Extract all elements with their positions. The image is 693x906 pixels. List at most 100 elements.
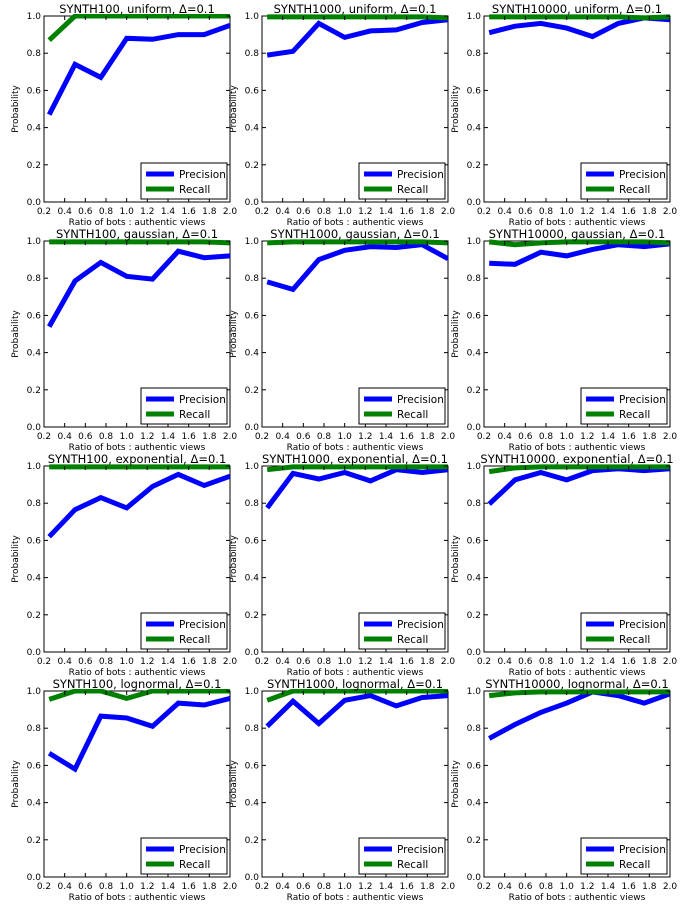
y-tick-label: 0.4 [245, 124, 260, 134]
y-tick-label: 1.0 [467, 237, 482, 247]
x-tick-label: 1.8 [202, 432, 217, 442]
legend: Precision Recall [358, 837, 446, 875]
x-tick-label: 1.4 [379, 657, 394, 667]
x-tick-label: 2.0 [663, 657, 678, 667]
y-tick-label: 0.2 [245, 161, 259, 171]
y-tick-label: 0.8 [467, 274, 482, 284]
y-tick-label: 1.0 [245, 462, 260, 472]
y-tick-label: 0.8 [467, 724, 482, 734]
legend: Precision Recall [580, 387, 668, 425]
series-line-recall [48, 689, 230, 702]
x-tick-label: 1.6 [622, 207, 637, 217]
legend-label: Precision [179, 619, 226, 631]
legend-label: Precision [397, 169, 444, 181]
x-tick-label: 1.0 [560, 207, 575, 217]
y-tick-label: 0.8 [245, 499, 260, 509]
x-tick-label: 0.6 [296, 432, 311, 442]
x-tick-label: 0.4 [58, 657, 73, 667]
chart-title: SYNTH100, lognormal, Δ=0.1 [53, 677, 222, 691]
chart-title: SYNTH10000, gaussian, Δ=0.1 [489, 227, 666, 241]
chart-title: SYNTH10000, exponential, Δ=0.1 [480, 452, 673, 466]
x-tick-label: 0.8 [317, 882, 332, 892]
legend-label: Precision [619, 844, 666, 856]
y-tick-label: 0.6 [467, 311, 482, 321]
x-tick-label: 0.2 [255, 882, 269, 892]
y-tick-label: 0.8 [27, 274, 42, 284]
legend-label: Recall [619, 859, 650, 871]
x-tick-label: 1.8 [642, 207, 657, 217]
series-line-recall [266, 689, 448, 703]
y-tick-label: 0.4 [245, 349, 260, 359]
series-line-recall [488, 464, 670, 475]
x-tick-label: 1.4 [601, 882, 616, 892]
x-tick-label: 1.0 [338, 432, 353, 442]
legend-label: Precision [397, 844, 444, 856]
x-tick-label: 1.6 [622, 657, 637, 667]
y-tick-label: 0.6 [467, 536, 482, 546]
y-tick-label: 0.6 [245, 311, 260, 321]
x-tick-label: 2.0 [441, 882, 456, 892]
y-tick-label: 0.0 [27, 423, 42, 433]
x-tick-label: 0.8 [317, 657, 332, 667]
legend-label: Precision [397, 394, 444, 406]
x-axis-label: Ratio of bots : authentic views [69, 893, 206, 903]
x-tick-label: 0.2 [37, 657, 51, 667]
x-tick-label: 1.2 [580, 432, 594, 442]
subplot: 0.2 0.4 0.6 0.8 1.0 1.2 1.4 1.6 1.8 2.00.00.20.40… [229, 2, 455, 228]
y-tick-label: 0.2 [467, 611, 481, 621]
x-tick-label: 1.6 [400, 882, 415, 892]
x-tick-label: 0.8 [539, 657, 554, 667]
y-tick-label: 0.2 [467, 161, 481, 171]
legend-label: Recall [179, 859, 210, 871]
x-axis-label: Ratio of bots : authentic views [69, 443, 206, 453]
x-tick-label: 0.4 [276, 432, 291, 442]
x-tick-label: 1.2 [358, 882, 372, 892]
y-axis-label: Probability [451, 85, 461, 133]
x-tick-label: 0.2 [37, 432, 51, 442]
y-axis-label: Probability [451, 535, 461, 583]
y-axis-label: Probability [229, 535, 239, 583]
legend: Precision Recall [140, 837, 228, 875]
x-tick-label: 2.0 [223, 207, 238, 217]
legend-label: Precision [179, 844, 226, 856]
x-axis-label: Ratio of bots : authentic views [287, 218, 424, 228]
y-tick-label: 0.0 [27, 198, 42, 208]
x-tick-label: 1.2 [140, 207, 154, 217]
x-tick-label: 0.4 [276, 882, 291, 892]
y-tick-label: 0.4 [467, 349, 482, 359]
x-tick-label: 1.2 [580, 657, 594, 667]
x-tick-label: 0.8 [317, 432, 332, 442]
x-tick-label: 0.6 [296, 207, 311, 217]
y-tick-label: 0.4 [27, 349, 42, 359]
x-tick-label: 1.4 [601, 432, 616, 442]
y-tick-label: 0.8 [467, 49, 482, 59]
x-tick-label: 1.8 [642, 657, 657, 667]
y-tick-label: 0.6 [467, 86, 482, 96]
series-line-recall [488, 689, 670, 699]
y-tick-label: 0.4 [467, 574, 482, 584]
legend-label: Recall [619, 409, 650, 421]
x-axis-label: Ratio of bots : authentic views [69, 218, 206, 228]
x-tick-label: 1.8 [642, 882, 657, 892]
subplot: 0.2 0.4 0.6 0.8 1.0 1.2 1.4 1.6 1.8 2.00.00.20.40… [229, 227, 455, 453]
x-tick-label: 1.6 [182, 882, 197, 892]
y-tick-label: 0.0 [245, 198, 260, 208]
x-tick-label: 1.6 [182, 432, 197, 442]
x-tick-label: 1.8 [202, 882, 217, 892]
legend-label: Precision [619, 169, 666, 181]
legend: Precision Recall [358, 612, 446, 650]
y-tick-label: 1.0 [467, 12, 482, 22]
y-tick-label: 0.8 [27, 49, 42, 59]
series-line-recall [488, 239, 670, 248]
legend-label: Precision [397, 619, 444, 631]
x-tick-label: 1.8 [420, 432, 435, 442]
y-tick-label: 0.2 [27, 836, 41, 846]
subplot: 0.2 0.4 0.6 0.8 1.0 1.2 1.4 1.6 1.8 2.00.00.20.40… [451, 2, 677, 228]
x-tick-label: 1.6 [622, 882, 637, 892]
x-tick-label: 1.2 [140, 882, 154, 892]
legend-box [140, 162, 228, 200]
legend-label: Recall [179, 634, 210, 646]
x-tick-label: 0.2 [477, 207, 491, 217]
x-tick-label: 0.6 [296, 657, 311, 667]
legend-box [140, 837, 228, 875]
